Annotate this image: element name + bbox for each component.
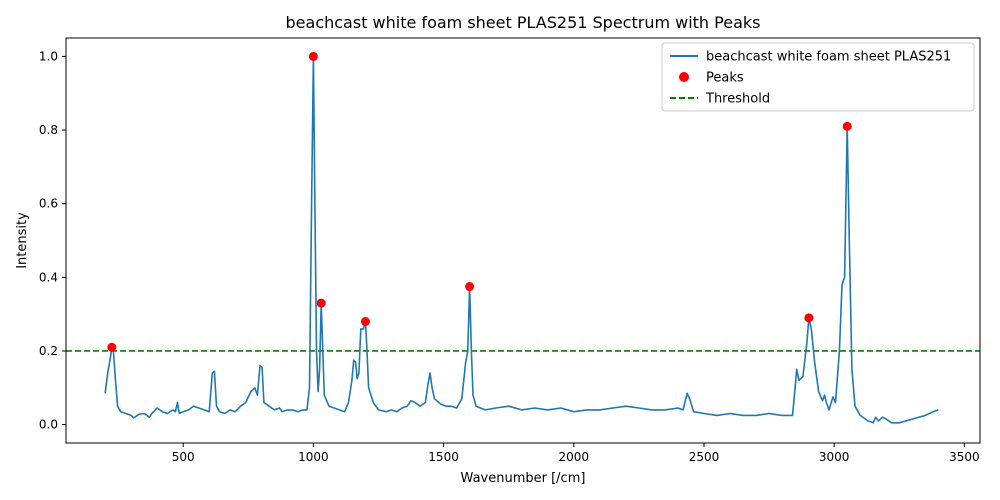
peak-marker <box>804 313 814 323</box>
x-tick-label: 1000 <box>298 450 329 464</box>
x-tick-label: 500 <box>172 450 195 464</box>
peak-marker <box>360 317 370 326</box>
peak-marker <box>842 121 852 131</box>
plot-area <box>66 51 980 424</box>
x-axis-label: Wavenumber [/cm] <box>461 471 586 486</box>
axes: 500 1000 1500 2000 2500 3000 3500 0.0 0.2 0.4 0.6 0… <box>39 37 981 464</box>
peak-marker <box>316 298 326 308</box>
legend-spectrum-label: beachcast white foam sheet PLAS251 <box>706 50 951 65</box>
y-axis-label: Intensity <box>15 212 30 269</box>
legend-peaks-swatch <box>679 72 689 82</box>
peak-marker <box>107 342 117 352</box>
legend-peaks-label: Peaks <box>706 71 744 86</box>
y-tick-label: 0.2 <box>39 344 58 358</box>
plot-frame <box>65 37 981 444</box>
y-tick-label: 0.0 <box>39 418 58 432</box>
x-tick-label: 2500 <box>689 450 720 464</box>
spectrum-line <box>104 55 939 424</box>
legend: beachcast white foam sheet PLAS251 Peaks… <box>661 42 975 112</box>
y-tick-label: 0.8 <box>39 123 58 137</box>
peak-marker <box>465 282 475 292</box>
y-tick-label: 0.6 <box>39 197 58 211</box>
y-tick-label: 0.4 <box>39 270 58 284</box>
y-tick-label: 1.0 <box>39 49 58 63</box>
x-tick-label: 3000 <box>819 450 850 464</box>
legend-threshold-label: Threshold <box>705 92 770 107</box>
x-tick-label: 2000 <box>559 450 590 464</box>
peak-marker <box>308 51 318 61</box>
x-tick-label: 3500 <box>949 450 980 464</box>
x-tick-label: 1500 <box>428 450 459 464</box>
legend-box <box>661 42 975 112</box>
chart-title: beachcast white foam sheet PLAS251 Spect… <box>286 13 761 32</box>
